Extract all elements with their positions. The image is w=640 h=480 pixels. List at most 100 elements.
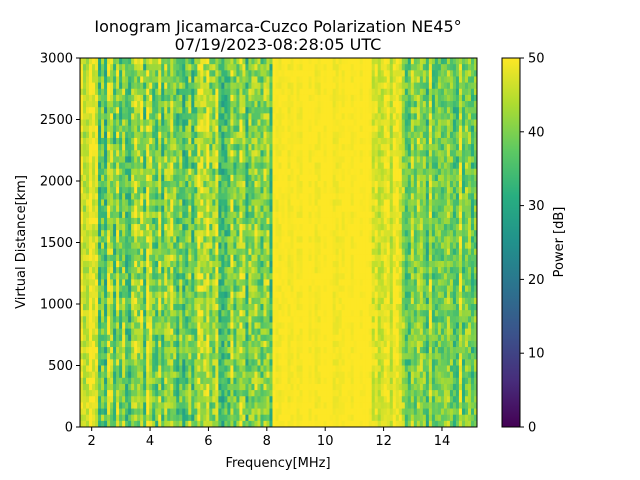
heatmap-cell xyxy=(326,101,331,108)
heatmap-cell xyxy=(197,359,201,366)
heatmap-cell xyxy=(206,383,210,391)
heatmap-cell xyxy=(260,156,264,163)
heatmap-cell xyxy=(284,131,288,139)
heatmap-cell xyxy=(98,217,102,225)
heatmap-cell xyxy=(83,137,87,145)
heatmap-cell xyxy=(308,119,312,127)
heatmap-cell xyxy=(323,322,328,329)
heatmap-cell xyxy=(248,113,252,120)
heatmap-cell xyxy=(137,162,141,170)
heatmap-cell xyxy=(143,347,147,354)
heatmap-cell xyxy=(263,156,267,163)
heatmap-cell xyxy=(146,107,150,114)
heatmap-cell xyxy=(98,365,102,373)
heatmap-cell xyxy=(236,113,240,120)
heatmap-cell xyxy=(83,94,87,102)
heatmap-cell xyxy=(311,144,315,151)
heatmap-cell xyxy=(146,260,150,268)
heatmap-cell xyxy=(233,199,237,206)
heatmap-cell xyxy=(326,414,331,422)
heatmap-cell xyxy=(140,131,144,139)
heatmap-cell xyxy=(311,291,315,299)
heatmap-cell xyxy=(104,297,108,305)
heatmap-cell xyxy=(290,94,294,102)
heatmap-cell xyxy=(278,304,282,311)
heatmap-cell xyxy=(215,224,219,231)
heatmap-cell xyxy=(143,420,147,428)
heatmap-cell xyxy=(227,402,231,409)
heatmap-cell xyxy=(233,76,237,83)
heatmap-cell xyxy=(98,150,102,157)
heatmap-cell xyxy=(92,94,96,102)
heatmap-cell xyxy=(140,119,144,127)
heatmap-cell xyxy=(266,101,270,108)
heatmap-cell xyxy=(287,260,291,268)
heatmap-cell xyxy=(242,267,246,274)
heatmap-cell xyxy=(86,205,90,213)
heatmap-cell xyxy=(188,58,192,65)
heatmap-cell xyxy=(89,310,93,317)
heatmap-cell xyxy=(185,64,189,71)
heatmap-cell xyxy=(209,113,213,120)
heatmap-cell xyxy=(167,113,171,120)
heatmap-cell xyxy=(221,260,225,268)
heatmap-cell xyxy=(200,205,204,213)
heatmap-cell xyxy=(326,285,331,293)
heatmap-cell xyxy=(215,371,219,379)
heatmap-cell xyxy=(122,64,126,71)
heatmap-cell xyxy=(188,224,192,231)
heatmap-cell xyxy=(230,254,234,262)
heatmap-cell xyxy=(101,365,105,373)
heatmap-cell xyxy=(299,125,303,133)
heatmap-cell xyxy=(128,199,132,206)
heatmap-cell xyxy=(290,181,294,188)
heatmap-cell xyxy=(80,414,84,422)
heatmap-cell xyxy=(317,181,322,188)
heatmap-cell xyxy=(125,408,129,416)
heatmap-cell xyxy=(233,267,237,274)
heatmap-cell xyxy=(80,82,84,90)
heatmap-cell xyxy=(278,291,282,299)
heatmap-cell xyxy=(146,285,150,293)
heatmap-cell xyxy=(215,340,219,348)
heatmap-cell xyxy=(233,371,237,379)
heatmap-cell xyxy=(92,334,96,342)
heatmap-cell xyxy=(257,408,261,416)
heatmap-cell xyxy=(185,334,189,342)
heatmap-cell xyxy=(155,181,159,188)
heatmap-cell xyxy=(227,408,231,416)
heatmap-cell xyxy=(86,334,90,342)
heatmap-cell xyxy=(170,383,174,391)
heatmap-cell xyxy=(245,420,249,428)
heatmap-cell xyxy=(227,88,231,96)
heatmap-cell xyxy=(266,168,270,176)
heatmap-cell xyxy=(155,267,159,274)
heatmap-cell xyxy=(131,168,135,176)
heatmap-cell xyxy=(296,353,300,360)
heatmap-cell xyxy=(293,390,297,397)
heatmap-cell xyxy=(119,383,123,391)
heatmap-cell xyxy=(92,322,96,329)
heatmap-cell xyxy=(116,297,120,305)
heatmap-cell xyxy=(167,310,171,317)
heatmap-cell xyxy=(173,402,177,409)
heatmap-cell xyxy=(137,310,141,317)
heatmap-cell xyxy=(266,162,270,170)
heatmap-cell xyxy=(182,58,186,65)
heatmap-cell xyxy=(86,70,90,77)
heatmap-cell xyxy=(293,131,297,139)
heatmap-cell xyxy=(185,131,189,139)
heatmap-cell xyxy=(164,297,168,305)
heatmap-cell xyxy=(170,347,174,354)
heatmap-cell xyxy=(164,58,168,65)
heatmap-cell xyxy=(80,334,84,342)
heatmap-cell xyxy=(302,377,306,385)
heatmap-cell xyxy=(263,377,267,385)
heatmap-cell xyxy=(212,297,216,305)
heatmap-cell xyxy=(158,316,162,323)
heatmap-cell xyxy=(320,76,325,83)
heatmap-cell xyxy=(107,82,111,90)
heatmap-cell xyxy=(119,119,123,127)
heatmap-cell xyxy=(233,88,237,96)
heatmap-cell xyxy=(266,396,270,403)
